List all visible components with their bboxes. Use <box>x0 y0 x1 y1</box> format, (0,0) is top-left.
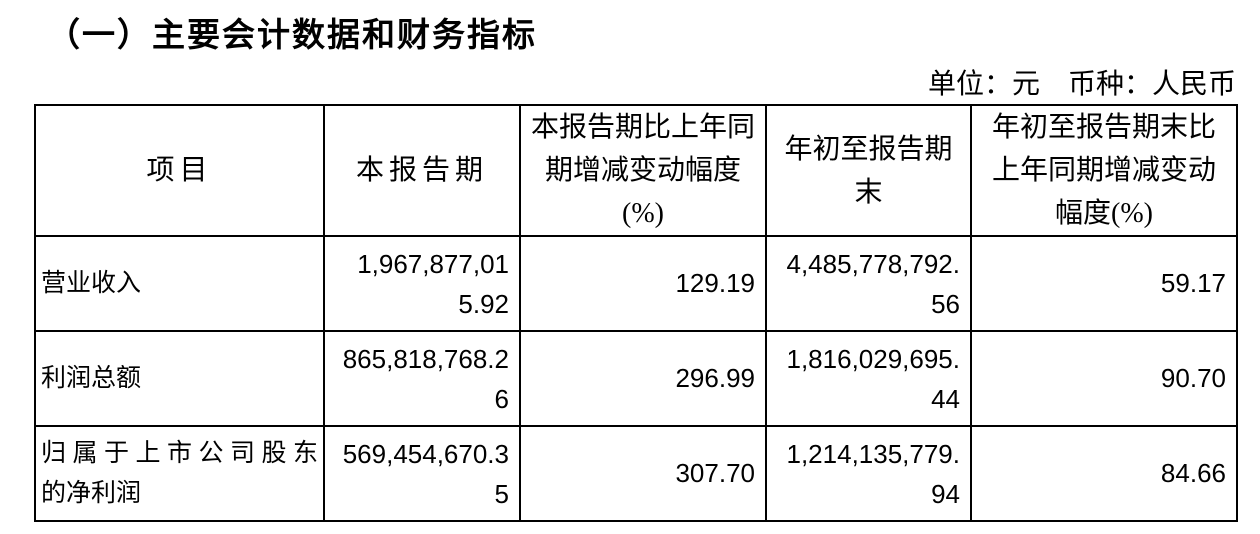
row-item-label: 营业收入 <box>34 235 325 332</box>
current-period-value: 865,818,768.26 <box>323 330 521 427</box>
current-period-change-pct: 307.70 <box>519 425 767 522</box>
col-header-ytd: 年初至报告期末 <box>765 104 972 237</box>
col-header-current-period-change-pct: 本报告期比上年同期增减变动幅度(%) <box>519 104 767 237</box>
col-header-ytd-change-pct: 年初至报告期末比上年同期增减变动幅度(%) <box>970 104 1238 237</box>
current-period-value: 569,454,670.35 <box>323 425 521 522</box>
current-period-change-pct: 129.19 <box>519 235 767 332</box>
row-item-label: 归属于上市公司股东 的净利润 <box>34 425 325 522</box>
data-row: 营业收入 1,967,877,015.92 129.19 4,485,778,7… <box>34 235 1238 332</box>
ytd-value: 1,816,029,695.44 <box>765 330 972 427</box>
ytd-change-pct: 84.66 <box>970 425 1238 522</box>
ytd-change-pct: 90.70 <box>970 330 1238 427</box>
current-period-value: 1,967,877,015.92 <box>323 235 521 332</box>
key-financial-indicators-table: 项目 本报告期 本报告期比上年同期增减变动幅度(%) 年初至报告期末 年初至报告… <box>34 104 1238 522</box>
ytd-change-pct: 59.17 <box>970 235 1238 332</box>
col-header-current-period: 本报告期 <box>323 104 521 237</box>
ytd-value: 4,485,778,792.56 <box>765 235 972 332</box>
unit-currency-note: 单位：元 币种：人民币 <box>927 69 1236 100</box>
row-item-label: 利润总额 <box>34 330 325 427</box>
data-row: 归属于上市公司股东 的净利润 569,454,670.35 307.70 1,21… <box>34 425 1238 522</box>
section-title: （一）主要会计数据和财务指标 <box>47 18 537 54</box>
ytd-value: 1,214,135,779.94 <box>765 425 972 522</box>
header-row: 项目 本报告期 本报告期比上年同期增减变动幅度(%) 年初至报告期末 年初至报告… <box>34 104 1238 237</box>
col-header-item: 项目 <box>34 104 325 237</box>
data-row: 利润总额 865,818,768.26 296.99 1,816,029,695… <box>34 330 1238 427</box>
current-period-change-pct: 296.99 <box>519 330 767 427</box>
